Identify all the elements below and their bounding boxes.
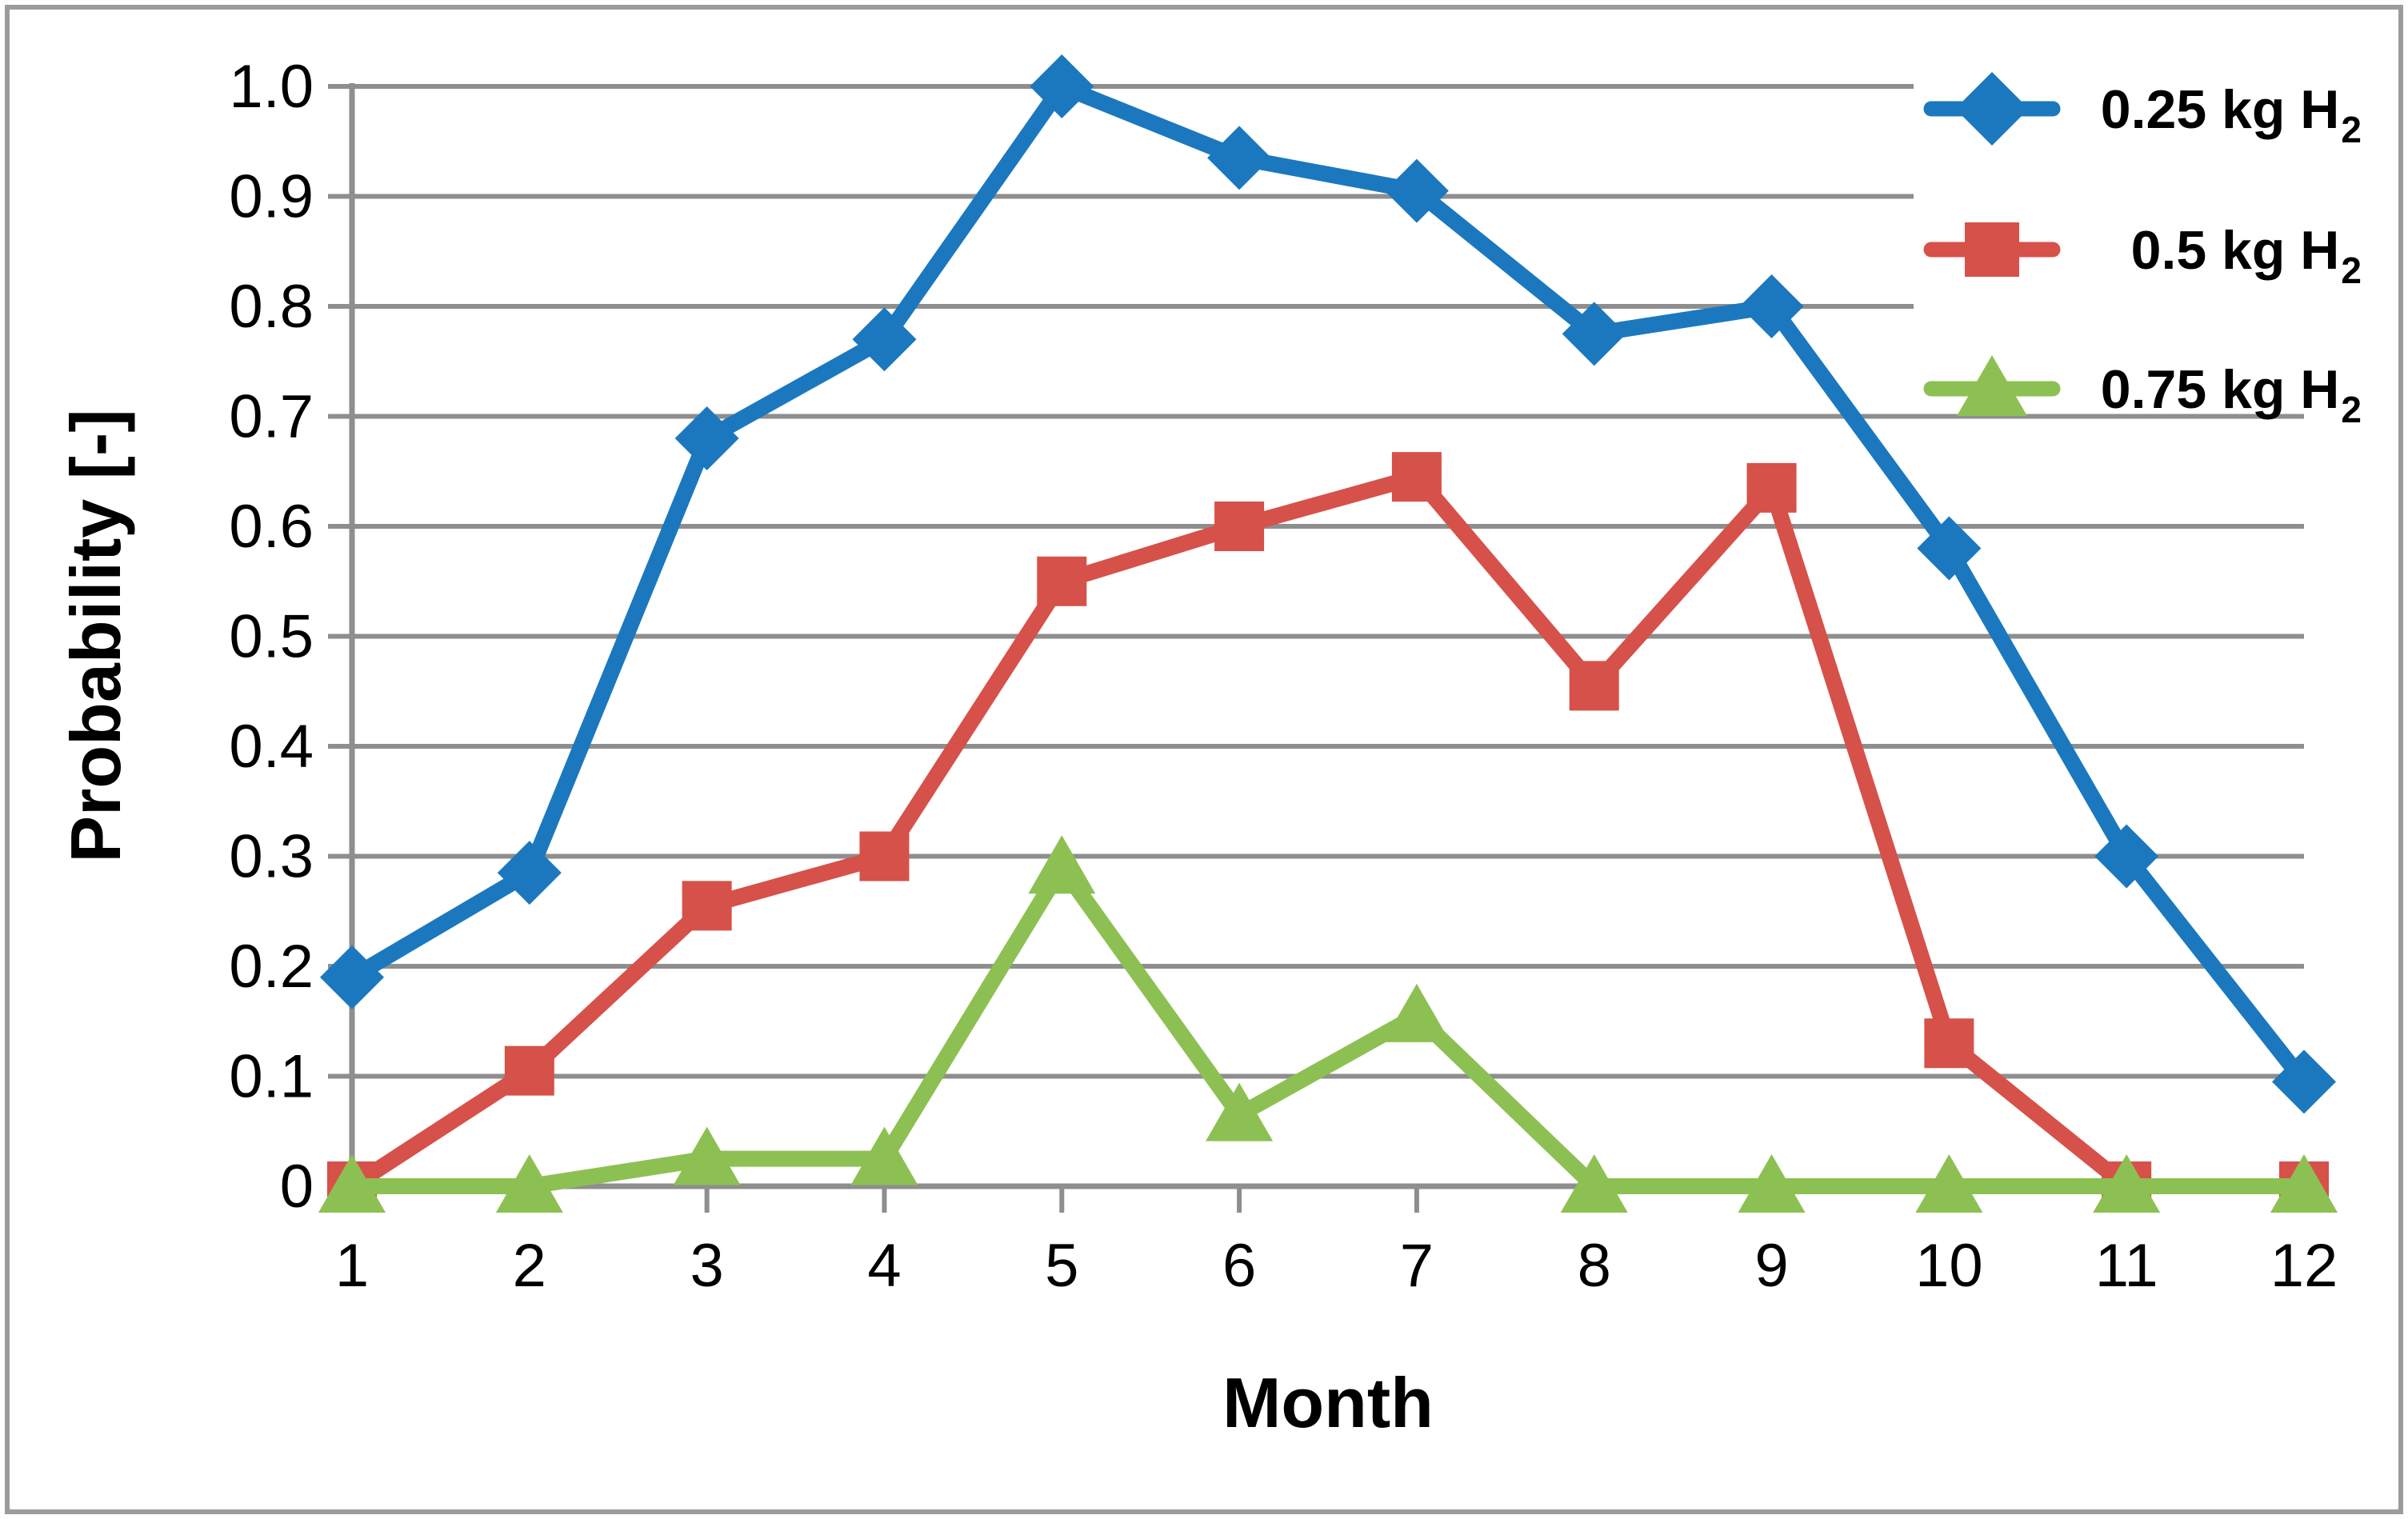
data-point-marker [2270,1154,2338,1213]
tick-labels: 1.00.90.80.70.60.50.40.30.20.101 2 3 4 5 6 7 8 9… [229,53,2338,1300]
x-tick-label: 6 [1222,1232,1256,1300]
y-tick-label: 0.2 [229,933,314,1001]
data-point-marker [1917,516,1982,581]
legend-item-label: 0.25 kg H2 [2101,79,2362,150]
y-tick-label: 1.0 [229,53,314,121]
data-point-marker [1207,126,1272,190]
legend-item-label: 0.5 kg H2 [2131,220,2362,291]
x-tick-label: 1 [335,1232,369,1300]
series-line [344,78,2312,1090]
y-tick-label: 0.5 [229,603,314,671]
data-point-marker [320,945,384,1009]
data-point-marker [2272,1049,2336,1114]
data-point-marker [1214,502,1265,551]
data-point-marker [495,1154,563,1213]
x-tick-label: 3 [690,1232,723,1300]
data-point-marker [1028,835,1096,894]
y-tick-label: 0.6 [229,493,314,561]
series-line [344,859,2312,1194]
data-point-marker [1569,661,1619,711]
data-point-marker [1391,452,1442,502]
legend-marker [1957,355,2027,416]
data-point-marker [1746,462,1797,513]
series-triangle [318,835,2338,1213]
legend-item: 0.75 kg H2 [1923,355,2362,430]
data-point-marker [1030,54,1094,118]
data-point-marker [497,841,562,905]
legend-marker [1965,222,2019,277]
y-tick-label: 0.7 [229,383,314,451]
x-tick-label: 4 [867,1232,901,1300]
data-point-marker [859,831,910,881]
x-tick-label: 10 [1915,1232,1983,1300]
data-point-marker [2093,1154,2161,1213]
y-tick-label: 0.8 [229,273,314,341]
data-point-marker [1037,556,1087,606]
y-tick-label: 0.9 [229,163,314,231]
data-point-marker [682,881,732,931]
data-point-marker [1924,1018,1974,1069]
data-point-marker [674,406,739,470]
data-point-marker [2094,824,2159,889]
legend-item: 0.5 kg H2 [1923,220,2362,291]
data-point-marker [1384,158,1449,223]
y-axis-title: Probability [-] [56,409,135,862]
x-tick-label: 9 [1754,1232,1788,1300]
data-point-marker [318,1154,386,1213]
data-series [318,54,2338,1213]
data-point-marker [1382,983,1450,1042]
data-point-marker [1562,302,1626,366]
data-point-marker [1738,1154,1806,1213]
data-point-marker [852,307,917,372]
y-tick-label: 0.4 [229,713,314,781]
legend: 0.25 kg H2 0.5 kg H2 0.75 kg H2 [1914,56,2389,430]
x-tick-label: 12 [2270,1232,2338,1300]
data-point-marker [1739,274,1804,338]
x-tick-label: 2 [513,1232,546,1300]
data-point-marker [504,1045,554,1096]
x-tick-label: 11 [2095,1232,2158,1300]
data-point-marker [1206,1082,1274,1141]
series-line [344,469,2312,1194]
legend-item: 0.25 kg H2 [1923,72,2362,150]
x-tick-label: 8 [1578,1232,1611,1300]
x-tick-label: 7 [1400,1232,1434,1300]
legend-marker [1955,72,2029,146]
y-tick-label: 0 [280,1153,314,1221]
y-tick-label: 0.1 [229,1043,314,1111]
data-point-marker [850,1126,918,1185]
x-axis-title: Month [1222,1363,1434,1442]
data-point-marker [1560,1154,1628,1213]
series-diamond [320,54,2336,1114]
x-tick-label: 5 [1045,1232,1078,1300]
data-point-marker [1915,1154,1983,1213]
data-point-marker [673,1126,741,1185]
legend-item-label: 0.75 kg H2 [2101,359,2362,430]
y-tick-label: 0.3 [229,823,314,891]
